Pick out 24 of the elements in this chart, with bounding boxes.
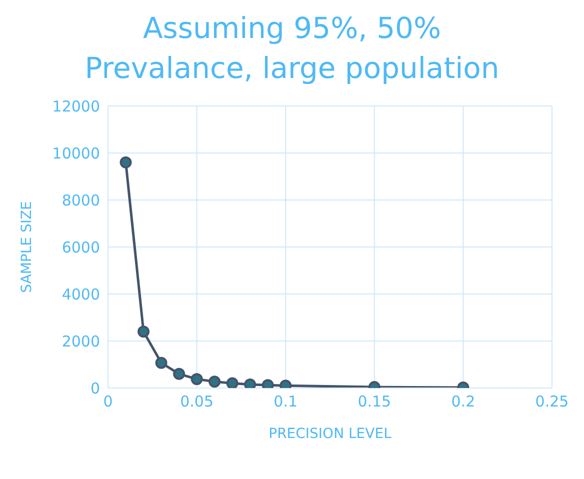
point bbox=[173, 368, 186, 380]
y-tick-label: 10000 bbox=[52, 144, 100, 162]
point bbox=[190, 373, 203, 386]
x-axis-title: PRECISION LEVEL bbox=[268, 426, 392, 442]
y-tick-label: 6000 bbox=[62, 238, 100, 256]
y-tick-label: 12000 bbox=[52, 97, 100, 116]
x-tick-label: 0.25 bbox=[535, 392, 569, 411]
y-axis-title: SAMPLE SIZE bbox=[18, 201, 35, 293]
x-tick-label: 0.2 bbox=[451, 392, 476, 411]
point bbox=[244, 378, 256, 388]
point bbox=[120, 156, 132, 168]
x-tick-label: 0.05 bbox=[180, 392, 214, 411]
chart-title: Assuming 95%, 50% Prevalance, large population bbox=[84, 10, 500, 87]
x-tick-label: 0.15 bbox=[358, 392, 392, 411]
point bbox=[208, 376, 221, 388]
y-tick-label: 8000 bbox=[62, 191, 100, 210]
y-tick-label: 2000 bbox=[62, 332, 100, 350]
x-tick-label: 0 bbox=[103, 392, 113, 411]
y-tick-label: 0 bbox=[90, 379, 100, 398]
x-tick-label: 0.1 bbox=[274, 392, 298, 411]
point bbox=[138, 326, 150, 338]
y-tick-label: 4000 bbox=[62, 285, 100, 304]
point bbox=[155, 356, 168, 369]
point bbox=[226, 377, 238, 388]
